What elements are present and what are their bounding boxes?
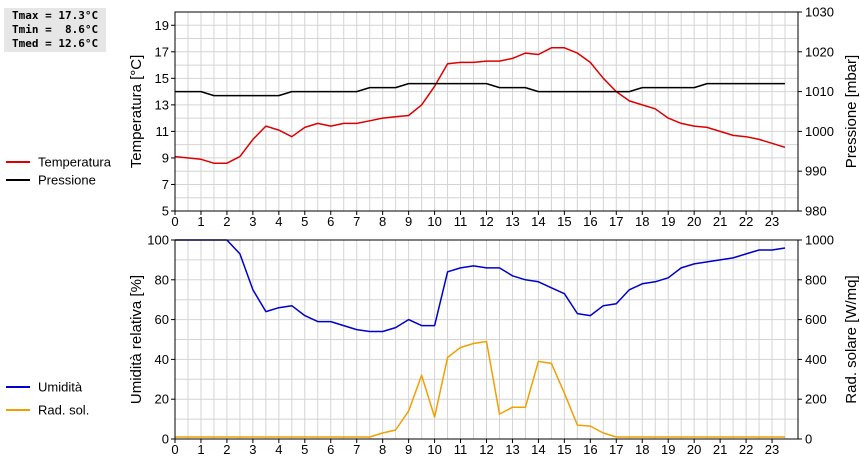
stats-box: Tmax = 17.3°C Tmin = 8.6°C Tmed = 12.6°C (4, 8, 106, 52)
y2-tick-label: 1000 (805, 233, 834, 248)
legend-label: Rad. sol. (38, 403, 89, 418)
legend-label: Umidità (38, 380, 83, 395)
x-tick-label: 5 (301, 442, 308, 457)
y-tick-label: 13 (155, 97, 169, 112)
y-tick-label: 100 (147, 233, 169, 248)
y-tick-label: 7 (162, 177, 169, 192)
y2-tick-label: 980 (805, 204, 827, 219)
tmed-text: Tmed = 12.6°C (12, 37, 99, 50)
tmax-text: Tmax = 17.3°C (12, 9, 99, 22)
x-tick-label: 7 (353, 214, 360, 229)
y2-tick-label: 0 (805, 432, 812, 447)
x-tick-label: 16 (583, 442, 597, 457)
y-axis-label: Umidità relativa [%] (128, 275, 145, 404)
y-tick-label: 80 (155, 272, 169, 287)
x-tick-label: 3 (249, 214, 256, 229)
x-tick-label: 21 (713, 442, 727, 457)
x-tick-label: 13 (505, 214, 519, 229)
x-tick-label: 0 (171, 442, 178, 457)
y2-axis-label: Pressione [mbar] (843, 55, 860, 168)
y-tick-label: 40 (155, 352, 169, 367)
x-tick-label: 20 (687, 442, 701, 457)
legend-label: Pressione (38, 173, 96, 188)
y2-tick-label: 200 (805, 392, 827, 407)
x-tick-label: 4 (275, 442, 282, 457)
x-tick-label: 23 (765, 442, 779, 457)
x-tick-label: 12 (479, 214, 493, 229)
x-tick-label: 8 (379, 442, 386, 457)
x-tick-label: 5 (301, 214, 308, 229)
x-tick-label: 13 (505, 442, 519, 457)
y2-axis-label: Rad. solare [W/mq] (843, 275, 860, 403)
y-tick-label: 9 (162, 150, 169, 165)
x-tick-label: 11 (454, 214, 468, 229)
x-tick-label: 6 (327, 214, 334, 229)
y-tick-label: 15 (155, 71, 169, 86)
x-tick-label: 19 (661, 442, 675, 457)
y-tick-label: 20 (155, 392, 169, 407)
x-tick-label: 15 (557, 214, 571, 229)
x-tick-label: 19 (661, 214, 675, 229)
x-tick-label: 8 (379, 214, 386, 229)
x-tick-label: 11 (454, 442, 468, 457)
x-tick-label: 18 (635, 214, 649, 229)
y2-tick-label: 1030 (805, 5, 834, 20)
x-tick-label: 7 (353, 442, 360, 457)
x-tick-label: 9 (405, 442, 412, 457)
y2-tick-label: 1000 (805, 124, 834, 139)
series-line-temperatura (174, 47, 786, 164)
x-tick-label: 10 (427, 214, 441, 229)
y2-tick-label: 800 (805, 272, 827, 287)
x-tick-label: 10 (427, 442, 441, 457)
y2-tick-label: 400 (805, 352, 827, 367)
y-tick-label: 11 (156, 124, 170, 139)
x-tick-label: 17 (609, 214, 623, 229)
x-tick-label: 17 (609, 442, 623, 457)
x-tick-label: 21 (713, 214, 727, 229)
x-tick-label: 1 (197, 442, 204, 457)
x-tick-label: 18 (635, 442, 649, 457)
x-tick-label: 20 (687, 214, 701, 229)
y-axis-label: Temperatura [°C] (128, 55, 145, 169)
x-tick-label: 4 (275, 214, 282, 229)
x-tick-label: 16 (583, 214, 597, 229)
x-tick-label: 23 (765, 214, 779, 229)
x-tick-label: 9 (405, 214, 412, 229)
legend-label: Temperatura (38, 155, 112, 170)
tmin-text: Tmin = 8.6°C (12, 23, 99, 36)
y-tick-label: 17 (155, 44, 169, 59)
series-line-umidit (175, 239, 786, 333)
x-tick-label: 22 (739, 214, 753, 229)
y-tick-label: 0 (162, 432, 169, 447)
series-line-rad-sol (175, 340, 785, 438)
x-tick-label: 0 (171, 214, 178, 229)
x-tick-label: 3 (249, 442, 256, 457)
x-tick-label: 1 (197, 214, 204, 229)
y2-tick-label: 600 (805, 312, 827, 327)
y-tick-label: 60 (155, 312, 169, 327)
x-tick-label: 22 (739, 442, 753, 457)
y-tick-label: 5 (162, 204, 169, 219)
x-tick-label: 12 (479, 442, 493, 457)
x-tick-label: 14 (531, 214, 545, 229)
series-line-pressione (175, 82, 785, 97)
x-tick-label: 15 (557, 442, 571, 457)
y2-tick-label: 1010 (805, 84, 834, 99)
x-tick-label: 2 (223, 214, 230, 229)
x-tick-label: 14 (531, 442, 545, 457)
y-tick-label: 19 (155, 18, 169, 33)
y2-tick-label: 1020 (805, 44, 834, 59)
x-tick-label: 6 (327, 442, 334, 457)
x-tick-label: 2 (223, 442, 230, 457)
y2-tick-label: 990 (805, 164, 827, 179)
